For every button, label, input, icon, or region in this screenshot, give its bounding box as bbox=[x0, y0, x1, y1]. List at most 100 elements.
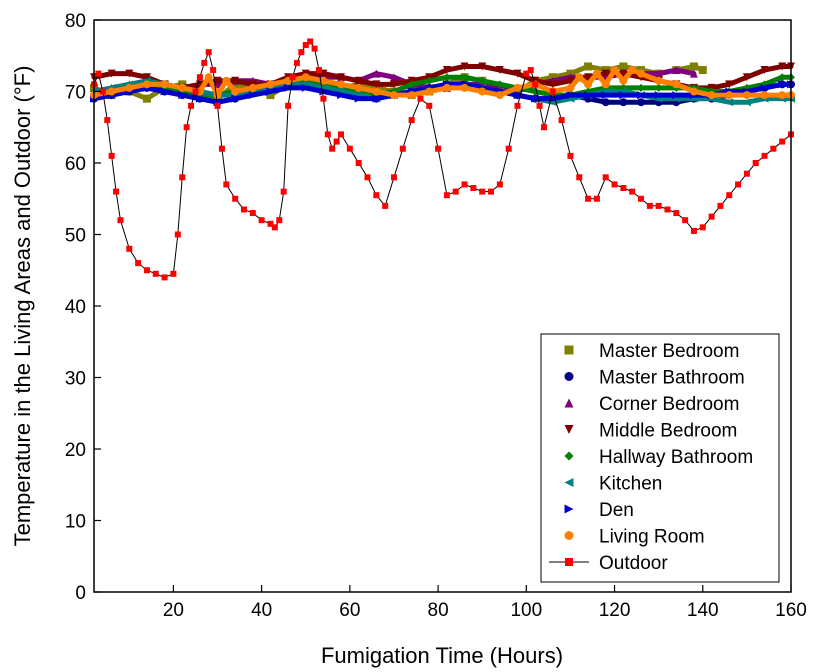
living-room-point bbox=[178, 83, 187, 92]
outdoor-point bbox=[527, 67, 534, 74]
outdoor-point bbox=[399, 145, 406, 152]
outdoor-point bbox=[602, 174, 609, 181]
outdoor-point bbox=[532, 81, 539, 88]
middle-bedroom-point bbox=[478, 62, 487, 71]
living-room-point bbox=[301, 73, 310, 82]
outdoor-point bbox=[183, 124, 190, 131]
outdoor-point bbox=[426, 102, 433, 109]
outdoor-point bbox=[311, 45, 318, 52]
living-room-point bbox=[760, 91, 769, 100]
den-point bbox=[319, 87, 328, 96]
outdoor-point bbox=[488, 188, 495, 195]
legend-item-kitchen: Kitchen bbox=[564, 474, 662, 495]
master-bedroom-point bbox=[698, 66, 707, 75]
legend-item-outdoor: Outdoor bbox=[549, 553, 668, 574]
middle-bedroom-point bbox=[601, 69, 610, 78]
outdoor-point bbox=[302, 42, 309, 49]
den-point bbox=[284, 83, 293, 92]
outdoor-point bbox=[271, 224, 278, 231]
outdoor-point bbox=[699, 224, 706, 231]
outdoor-point bbox=[201, 59, 208, 66]
living-room-point bbox=[513, 83, 522, 92]
outdoor-point bbox=[717, 202, 724, 209]
outdoor-point bbox=[620, 185, 627, 192]
outdoor-point bbox=[364, 174, 371, 181]
outdoor-point bbox=[267, 220, 274, 227]
outdoor-point bbox=[576, 174, 583, 181]
den-point bbox=[531, 94, 540, 103]
legend-marker bbox=[564, 531, 574, 540]
living-room-point bbox=[337, 80, 346, 89]
y-tick-label: 30 bbox=[65, 369, 86, 390]
outdoor-point bbox=[567, 152, 574, 159]
outdoor-point bbox=[514, 102, 521, 109]
outdoor-point bbox=[461, 181, 468, 188]
middle-bedroom-point bbox=[548, 80, 557, 89]
outdoor-point bbox=[210, 67, 217, 74]
living-room-point bbox=[725, 91, 734, 100]
outdoor-point bbox=[188, 102, 195, 109]
hallway-bathroom-point bbox=[425, 76, 434, 85]
outdoor-point bbox=[752, 160, 759, 166]
middle-bedroom-point bbox=[566, 76, 575, 85]
outdoor-point bbox=[611, 181, 618, 188]
middle-bedroom-point bbox=[389, 80, 398, 89]
outdoor-point bbox=[558, 117, 565, 124]
outdoor-point bbox=[726, 192, 733, 199]
living-room-point bbox=[628, 66, 637, 75]
middle-bedroom-point bbox=[354, 76, 363, 85]
outdoor-point bbox=[382, 202, 389, 209]
y-tick-label: 40 bbox=[65, 297, 86, 318]
outdoor-point bbox=[315, 67, 322, 74]
master-bedroom-point bbox=[266, 91, 275, 100]
outdoor-point bbox=[280, 188, 287, 195]
outdoor-point bbox=[523, 70, 530, 77]
living-room-point bbox=[354, 83, 363, 92]
outdoor-point bbox=[95, 70, 102, 77]
outdoor-point bbox=[664, 206, 671, 213]
den-point bbox=[654, 91, 663, 100]
outdoor-point bbox=[761, 152, 768, 159]
living-room-point bbox=[160, 80, 169, 89]
living-room-point bbox=[778, 91, 787, 100]
kitchen-point bbox=[742, 98, 751, 107]
outdoor-point bbox=[673, 210, 680, 217]
living-room-point bbox=[248, 83, 257, 92]
x-tick-label: 160 bbox=[775, 600, 807, 621]
legend-item-den: Den bbox=[564, 500, 634, 521]
outdoor-point bbox=[320, 95, 327, 102]
y-tick-label: 80 bbox=[65, 11, 86, 32]
outdoor-point bbox=[298, 49, 305, 56]
master-bedroom-point bbox=[689, 62, 698, 71]
legend-label: Middle Bedroom bbox=[599, 421, 737, 442]
series-living-room bbox=[90, 66, 795, 100]
den-point bbox=[513, 91, 522, 100]
den-point bbox=[760, 83, 769, 92]
outdoor-point bbox=[346, 145, 353, 152]
legend-marker bbox=[564, 398, 574, 408]
den-point bbox=[672, 91, 681, 100]
outdoor-point bbox=[117, 217, 124, 224]
master-bedroom-point bbox=[142, 94, 151, 103]
den-point bbox=[619, 91, 628, 100]
kitchen-point bbox=[725, 98, 734, 107]
corner-bedroom-point bbox=[389, 73, 398, 82]
outdoor-point bbox=[373, 192, 380, 199]
legend-label: Den bbox=[599, 500, 634, 521]
den-point bbox=[637, 91, 646, 100]
hallway-bathroom-point bbox=[478, 76, 487, 85]
living-room-point bbox=[592, 69, 601, 78]
legend-marker bbox=[564, 451, 574, 461]
master-bathroom-point bbox=[619, 98, 628, 107]
den-point bbox=[248, 91, 257, 100]
living-room-point bbox=[707, 91, 716, 100]
hallway-bathroom-point bbox=[495, 80, 504, 89]
middle-bedroom-point bbox=[460, 62, 469, 71]
outdoor-point bbox=[152, 270, 159, 277]
legend-label: Master Bathroom bbox=[599, 368, 745, 389]
legend: Master Bedroom Master Bathroom Corner Bedr… bbox=[540, 333, 780, 583]
outdoor-point bbox=[223, 181, 230, 188]
y-tick-label: 10 bbox=[65, 512, 86, 533]
outdoor-point bbox=[682, 217, 689, 224]
